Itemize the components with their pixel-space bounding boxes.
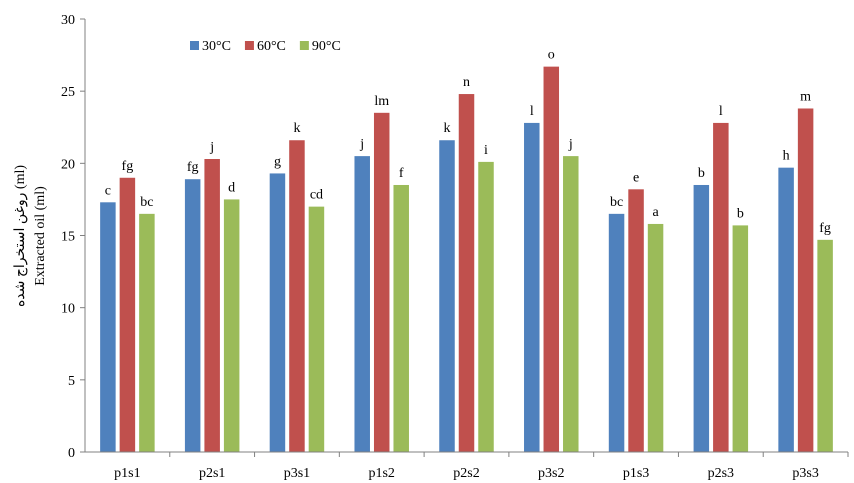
bar: [119, 177, 136, 452]
x-tick-label: p2s2: [453, 466, 479, 481]
legend-swatch: [190, 41, 199, 50]
bar: [563, 156, 579, 452]
y-tick-label: 5: [68, 374, 75, 389]
x-tick-label: p2s1: [199, 466, 225, 481]
y-axis-title-persian: روغن استخراج شده (ml): [13, 165, 28, 307]
bar: [139, 213, 155, 452]
bar: [647, 223, 664, 452]
bar: [289, 140, 305, 453]
data-label: cd: [310, 188, 323, 203]
y-tick-label: 15: [61, 230, 75, 245]
bar: [778, 167, 794, 452]
bar: [524, 122, 540, 453]
x-tick-label: p3s2: [538, 466, 564, 481]
legend: 30°C 60°C 90°C: [190, 39, 341, 54]
data-label: l: [719, 104, 723, 119]
data-label: bc: [610, 195, 623, 210]
data-label: a: [652, 205, 659, 220]
data-label: fg: [819, 221, 831, 236]
x-tick-label: p2s3: [708, 466, 734, 481]
bar: [269, 173, 286, 453]
data-label: j: [359, 137, 364, 152]
bar: [204, 159, 220, 452]
x-axis-ticks: p1s1 p2s1 p3s1 p1s2 p2s2 p3s2 p1s3 p2s3 p3s3: [114, 452, 849, 481]
bar: [543, 66, 560, 452]
bar: [713, 122, 729, 453]
x-tick-label: p1s3: [623, 466, 649, 481]
bar: [393, 184, 409, 452]
legend-label: 30°C: [202, 39, 231, 54]
y-tick-label: 20: [61, 157, 75, 172]
data-label: b: [698, 166, 705, 181]
data-label: fg: [122, 159, 134, 174]
bar: [223, 199, 240, 452]
data-label: h: [783, 149, 790, 164]
data-label: j: [209, 140, 214, 155]
y-tick-label: 30: [61, 13, 75, 28]
bar: [308, 206, 325, 452]
data-label: n: [463, 75, 470, 90]
data-label: g: [274, 154, 281, 169]
bar: [478, 161, 494, 452]
data-label: fg: [187, 160, 199, 175]
y-tick-label: 10: [61, 302, 75, 317]
bar: [184, 179, 201, 452]
x-tick-label: p3s3: [792, 466, 818, 481]
y-tick-label: 0: [68, 446, 75, 461]
bar: [373, 112, 390, 453]
legend-swatch: [244, 41, 254, 50]
data-label: o: [548, 48, 555, 63]
data-label: b: [737, 206, 744, 221]
bar: [100, 202, 116, 452]
data-label: bc: [140, 195, 153, 210]
legend-swatch: [299, 41, 309, 50]
y-tick-label: 25: [61, 85, 75, 100]
bar: [628, 189, 644, 452]
bar: [608, 213, 625, 452]
x-tick-label: p1s2: [368, 466, 394, 481]
x-tick-label: p1s1: [114, 466, 140, 481]
data-label: c: [105, 183, 111, 198]
data-label: l: [530, 104, 534, 119]
bar: [817, 239, 833, 452]
bar: [797, 108, 814, 452]
data-label: f: [399, 166, 404, 181]
bar: [458, 94, 475, 452]
bar: [732, 225, 749, 452]
data-label: k: [444, 121, 451, 136]
data-label: m: [800, 89, 811, 104]
data-label: e: [633, 170, 639, 185]
data-label: i: [484, 143, 488, 158]
data-label: d: [228, 180, 235, 195]
x-tick-label: p3s1: [284, 466, 310, 481]
bar: [693, 184, 710, 452]
bar: [354, 156, 370, 452]
y-axis-title: روغن استخراج شده (ml) Extracted oil (ml): [13, 165, 48, 307]
bars: [100, 66, 833, 453]
legend-label: 60°C: [257, 39, 286, 54]
data-label: j: [568, 137, 573, 152]
legend-label: 90°C: [312, 39, 341, 54]
y-axis-ticks: 0 5 10 15 20 25 30: [61, 13, 85, 461]
y-axis-title-english: Extracted oil (ml): [33, 186, 48, 286]
data-label: k: [293, 121, 300, 136]
data-label: lm: [374, 94, 389, 109]
bar: [439, 140, 455, 453]
